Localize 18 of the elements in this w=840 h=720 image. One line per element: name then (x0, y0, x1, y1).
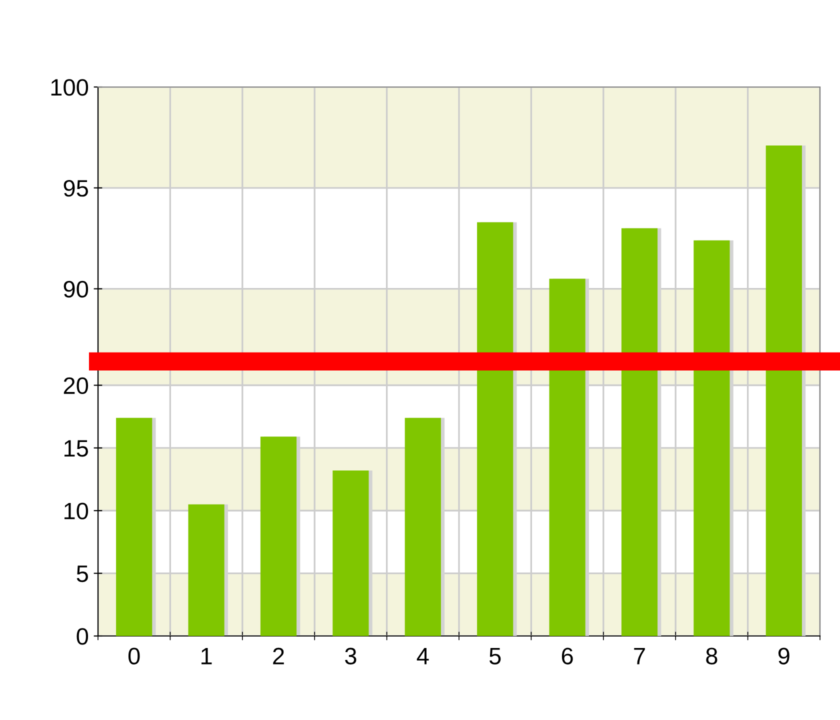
y-tick-label: 0 (76, 628, 88, 645)
x-tick-label: 2 (273, 648, 284, 664)
y-tick-label: 100 (51, 79, 88, 96)
x-tick-label: 0 (128, 648, 140, 664)
x-tick-label: 6 (562, 648, 573, 664)
y-tick-label: 20 (64, 377, 88, 394)
y-tick-label: 95 (64, 180, 88, 197)
y-tick-label: 90 (64, 280, 88, 298)
y-tick-label: 10 (64, 502, 88, 520)
x-tick-label: 3 (345, 648, 356, 664)
x-tick-label: 1 (202, 648, 212, 664)
x-tick-label: 4 (416, 648, 429, 664)
y-tick-label: 15 (64, 440, 88, 457)
x-tick-label: 5 (489, 648, 501, 664)
x-tick-label: 9 (778, 648, 790, 664)
y-tick-label: 5 (76, 566, 88, 582)
x-tick-label: 7 (634, 648, 645, 664)
x-tick-label: 8 (706, 648, 718, 664)
